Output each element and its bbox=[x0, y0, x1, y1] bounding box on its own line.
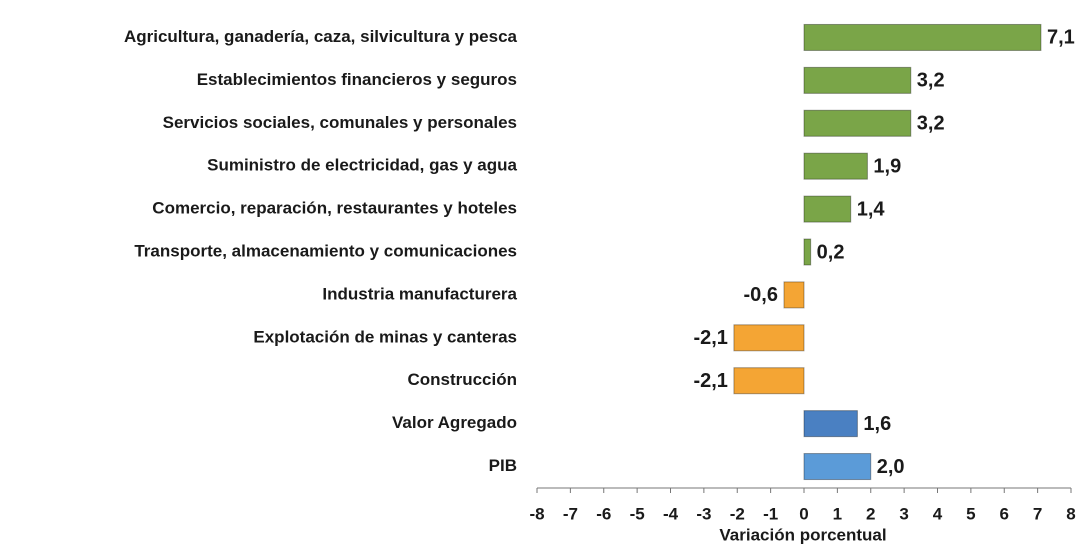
value-label: 3,2 bbox=[917, 113, 945, 135]
category-label: Comercio, reparación, restaurantes y hot… bbox=[152, 199, 517, 218]
value-label: 7,1 bbox=[1047, 27, 1075, 49]
bar bbox=[803, 453, 872, 481]
x-tick-label: -1 bbox=[763, 504, 778, 523]
x-tick-label: 5 bbox=[966, 504, 975, 523]
category-label: Explotación de minas y canteras bbox=[253, 327, 517, 346]
x-tick-label: -8 bbox=[529, 504, 544, 523]
bar bbox=[803, 410, 858, 438]
bar bbox=[783, 281, 805, 309]
x-tick-label: 2 bbox=[866, 504, 875, 523]
category-label: Establecimientos financieros y seguros bbox=[197, 70, 517, 89]
value-label: -0,6 bbox=[744, 284, 778, 306]
bar bbox=[803, 195, 852, 223]
x-axis-label: Variación porcentual bbox=[719, 525, 886, 544]
value-label: 1,9 bbox=[873, 155, 901, 177]
x-tick-label: 4 bbox=[933, 504, 943, 523]
bar bbox=[803, 238, 812, 266]
bar bbox=[803, 23, 1042, 51]
x-tick-label: 0 bbox=[799, 504, 808, 523]
value-label: -2,1 bbox=[693, 370, 727, 392]
value-label: 2,0 bbox=[877, 456, 905, 478]
bar bbox=[803, 66, 912, 94]
category-label: PIB bbox=[489, 456, 517, 475]
category-label: Suministro de electricidad, gas y agua bbox=[207, 156, 517, 175]
x-tick-label: -3 bbox=[696, 504, 711, 523]
category-label: Transporte, almacenamiento y comunicacio… bbox=[134, 241, 517, 260]
value-label: 3,2 bbox=[917, 70, 945, 92]
category-label: Servicios sociales, comunales y personal… bbox=[163, 113, 517, 132]
category-label: Valor Agregado bbox=[392, 413, 517, 432]
value-label: -2,1 bbox=[693, 327, 727, 349]
bar bbox=[733, 367, 805, 395]
x-tick-label: 3 bbox=[899, 504, 908, 523]
value-label: 1,6 bbox=[863, 413, 891, 435]
x-tick-label: -2 bbox=[730, 504, 745, 523]
x-tick-label: -6 bbox=[596, 504, 611, 523]
bar bbox=[733, 324, 805, 352]
category-label: Agricultura, ganadería, caza, silvicultu… bbox=[124, 27, 518, 46]
x-tick-label: -4 bbox=[663, 504, 679, 523]
value-label: 0,2 bbox=[817, 241, 845, 263]
bar bbox=[803, 109, 912, 137]
x-tick-label: -7 bbox=[563, 504, 578, 523]
value-label: 1,4 bbox=[857, 198, 886, 220]
bar bbox=[803, 152, 868, 180]
x-tick-label: 1 bbox=[833, 504, 842, 523]
x-tick-label: -5 bbox=[630, 504, 645, 523]
category-label: Industria manufacturera bbox=[322, 284, 517, 303]
x-tick-label: 6 bbox=[1000, 504, 1009, 523]
category-label: Construcción bbox=[407, 370, 517, 389]
x-tick-label: 8 bbox=[1066, 504, 1075, 523]
x-tick-label: 7 bbox=[1033, 504, 1042, 523]
